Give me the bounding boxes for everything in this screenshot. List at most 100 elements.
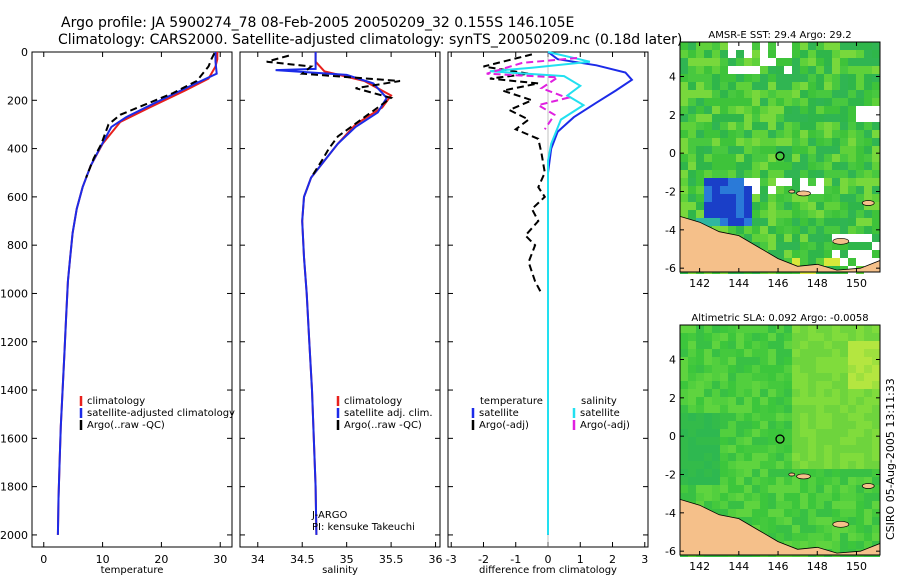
map-cell [760,413,768,421]
map-cell [760,389,768,397]
map-cell [776,405,784,413]
map-cell [784,389,792,397]
map-cell [784,381,792,389]
map-cell [872,66,880,74]
map-cell [808,445,816,453]
map-cell [864,74,872,82]
map-cell [808,210,816,218]
map-cell [712,146,720,154]
map-cell [848,162,856,170]
map-cell [864,50,872,58]
map-cell [800,82,808,90]
map-cell [744,122,752,130]
map-cell [792,365,800,373]
map-cell [760,50,768,58]
map-cell [800,381,808,389]
map-cell [792,106,800,114]
map-cell [784,397,792,405]
map-cell [728,509,736,517]
map-cell [872,90,880,98]
map-cell [840,226,848,234]
map-cell [824,194,832,202]
map-cell [800,50,808,58]
map-cell [760,421,768,429]
map-cell [688,397,696,405]
map-cell [752,90,760,98]
map-cell [688,421,696,429]
map-cell [816,242,824,250]
map-cell [792,533,800,541]
map-cell [864,405,872,413]
map-cell [792,453,800,461]
map-cell [728,397,736,405]
map-cell [832,114,840,122]
map-cell [872,493,880,501]
map-cell [784,525,792,533]
map-cell [872,82,880,90]
map-cell [840,389,848,397]
map-cell [704,178,712,186]
map-cell [776,437,784,445]
map-cell [696,130,704,138]
map-cell [840,186,848,194]
map-cell [760,74,768,82]
map-cell [712,50,720,58]
map-cell [720,421,728,429]
map-cell [760,226,768,234]
map-cell [792,485,800,493]
map-cell [784,58,792,66]
map-cell [800,373,808,381]
map-cell [792,541,800,549]
map-cell [688,429,696,437]
map-cell [720,365,728,373]
map-cell [848,194,856,202]
map-cell [712,170,720,178]
x-tick-label: 150 [846,560,867,573]
map-cell [864,242,872,250]
map-cell [696,373,704,381]
map-cell [800,429,808,437]
map-cell [768,194,776,202]
map-cell [792,146,800,154]
map-cell [808,461,816,469]
map-cell [728,477,736,485]
map-cell [680,373,688,381]
map-cell [784,162,792,170]
map-cell [848,186,856,194]
map-cell [800,517,808,525]
map-cell [808,50,816,58]
map-cell [776,485,784,493]
map-cell [808,138,816,146]
map-cell [800,186,808,194]
map-cell [816,453,824,461]
map-cell [824,74,832,82]
map-cell [856,349,864,357]
map-cell [728,178,736,186]
map-cell [792,154,800,162]
map-cell [768,82,776,90]
map-cell [720,58,728,66]
map-cell [872,114,880,122]
map-cell [840,194,848,202]
map-cell [856,186,864,194]
map-cell [680,202,688,210]
map-cell [824,469,832,477]
map-cell [848,154,856,162]
map-cell [792,122,800,130]
map-cell [832,258,840,266]
map-cell [688,365,696,373]
map-cell [744,485,752,493]
legend-heading: temperature [480,396,543,407]
map-cell [800,242,808,250]
map-cell [752,365,760,373]
map-cell [824,234,832,242]
map-cell [864,333,872,341]
map-cell [736,493,744,501]
map-cell [856,485,864,493]
map-cell [856,365,864,373]
map-cell [784,541,792,549]
map-cell [680,146,688,154]
map-cell [784,186,792,194]
map-cell [848,106,856,114]
map-cell [688,114,696,122]
